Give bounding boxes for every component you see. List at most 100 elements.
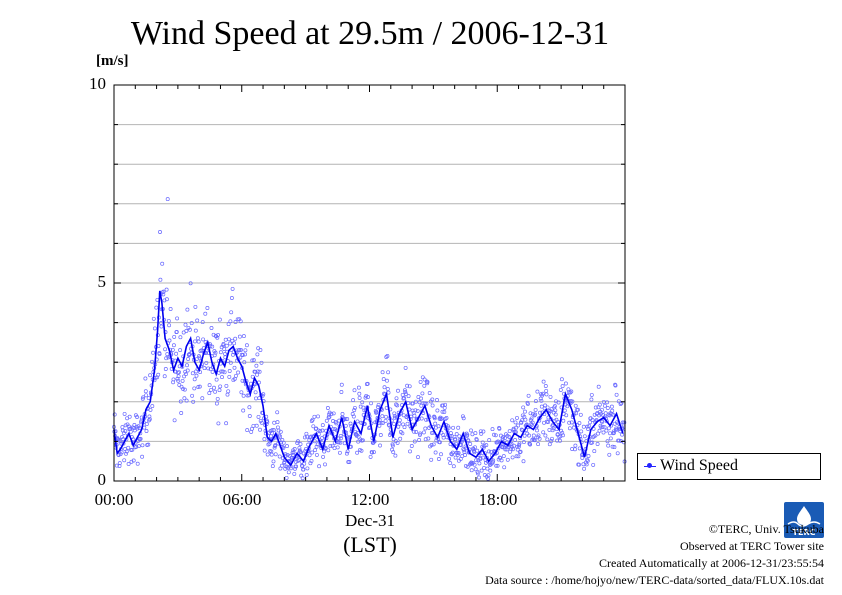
scatter-point <box>217 317 222 322</box>
scatter-point <box>589 392 594 397</box>
scatter-point <box>466 438 471 443</box>
scatter-point <box>232 341 237 346</box>
scatter-point <box>569 389 574 394</box>
scatter-point <box>485 466 490 471</box>
scatter-point <box>436 457 441 461</box>
legend-label-wind-speed: Wind Speed <box>660 457 739 474</box>
scatter-point <box>588 420 592 425</box>
scatter-point <box>486 473 491 478</box>
scatter-point <box>547 427 552 432</box>
scatter-point <box>499 458 504 463</box>
scatter-point <box>543 403 548 408</box>
scatter-point <box>390 443 395 448</box>
scatter-point <box>251 358 256 363</box>
scatter-point <box>152 326 157 331</box>
scatter-point <box>289 466 293 471</box>
scatter-point <box>292 447 297 451</box>
scatter-point <box>532 413 537 418</box>
scatter-point <box>270 427 275 432</box>
scatter-point <box>151 316 156 321</box>
scatter-point <box>385 387 390 391</box>
scatter-point <box>620 420 625 425</box>
scatter-point <box>359 448 364 453</box>
scatter-point <box>241 393 246 398</box>
scatter-point <box>508 449 512 454</box>
scatter-point <box>591 462 596 467</box>
x-axis-date-label: Dec-31 <box>344 511 396 530</box>
scatter-point <box>462 448 466 453</box>
scatter-point <box>543 433 548 438</box>
scatter-point <box>422 383 427 388</box>
axis-ticks <box>113 84 626 482</box>
scatter-point <box>184 398 189 403</box>
scatter-point <box>596 384 601 389</box>
scatter-point <box>380 370 385 375</box>
scatter-point <box>355 430 360 435</box>
scatter-point <box>273 443 278 448</box>
scatter-point <box>217 388 222 393</box>
scatter-point <box>144 422 149 427</box>
scatter-point <box>473 431 478 436</box>
scatter-point <box>544 392 549 397</box>
scatter-point <box>293 466 297 471</box>
scatter-point <box>604 428 609 433</box>
scatter-point <box>180 378 185 383</box>
scatter-point <box>504 447 509 452</box>
scatter-point <box>407 384 412 389</box>
scatter-point <box>382 385 387 390</box>
scatter-point <box>178 399 183 404</box>
scatter-point <box>568 390 573 395</box>
scatter-point <box>600 419 605 424</box>
scatter-point <box>548 394 553 399</box>
scatter-point <box>533 407 538 412</box>
scatter-point <box>420 391 425 396</box>
scatter-point <box>519 427 524 432</box>
scatter-point <box>418 431 423 436</box>
scatter-point <box>371 450 376 455</box>
scatter-point <box>185 307 190 312</box>
scatter-point <box>124 451 128 456</box>
scatter-point <box>365 381 370 386</box>
scatter-point <box>396 424 401 429</box>
scatter-point <box>356 385 361 390</box>
scatter-point <box>375 404 380 409</box>
scatter-point <box>368 454 373 459</box>
scatter-point <box>577 446 582 451</box>
scatter-point <box>602 425 607 430</box>
scatter-point <box>612 445 617 450</box>
scatter-point <box>419 416 424 421</box>
scatter-point <box>201 337 206 342</box>
scatter-point <box>451 464 456 469</box>
scatter-point <box>478 429 483 434</box>
scatter-point <box>400 431 405 436</box>
scatter-point <box>393 453 398 458</box>
scatter-point <box>423 426 428 431</box>
scatter-point <box>509 446 514 451</box>
scatter-point <box>450 450 455 455</box>
scatter-point <box>171 343 176 348</box>
scatter-point <box>456 450 461 455</box>
scatter-point <box>621 440 626 445</box>
scatter-point <box>207 383 212 388</box>
scatter-point <box>433 450 438 455</box>
scatter-point <box>530 420 535 425</box>
scatter-point <box>137 436 142 441</box>
scatter-point <box>147 414 152 419</box>
scatter-point <box>272 420 277 425</box>
scatter-point <box>163 347 168 352</box>
scatter-point <box>329 411 334 416</box>
scatter-point <box>338 440 343 445</box>
scatter-point <box>304 473 309 477</box>
scatter-point <box>226 389 231 394</box>
scatter-point <box>521 405 526 410</box>
scatter-point <box>404 391 408 396</box>
scatter-point <box>224 421 229 426</box>
scatter-point <box>537 436 542 441</box>
scatter-point <box>130 447 135 452</box>
scatter-point <box>202 366 207 371</box>
scatter-point <box>172 418 177 423</box>
scatter-point <box>385 378 389 383</box>
scatter-point <box>116 453 121 457</box>
scatter-point <box>472 450 477 455</box>
scatter-point <box>585 424 590 429</box>
